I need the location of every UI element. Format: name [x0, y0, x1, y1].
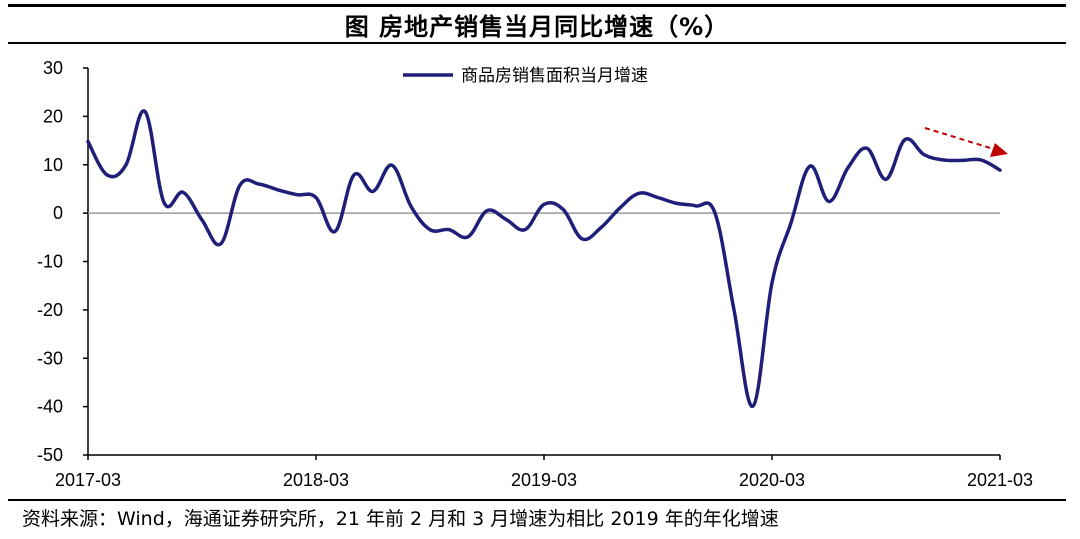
y-tick-label: 30 [43, 58, 63, 78]
x-axis: 2017-03 2018-03 2019-03 2020-03 2021-03 [55, 454, 1033, 490]
chart-title: 图 房地产销售当月同比增速（%） [344, 13, 730, 41]
series-line [86, 109, 1002, 408]
legend: 商品房销售面积当月增速 [403, 66, 648, 85]
trend-arrow [924, 127, 1008, 157]
y-tick-label: 0 [53, 203, 63, 223]
x-tick-label: 2018-03 [283, 470, 349, 490]
x-tick-label: 2020-03 [739, 470, 805, 490]
y-axis: 30 20 10 0 -10 -20 -30 -40 -50 [37, 58, 89, 465]
chart-title-bar: 图 房地产销售当月同比增速（%） [8, 4, 1066, 44]
y-tick-label: -10 [37, 252, 63, 272]
y-tick-label: 20 [43, 106, 63, 126]
trend-arrow-shaft [924, 127, 998, 151]
trend-arrow-head [990, 143, 1008, 157]
legend-label: 商品房销售面积当月增速 [461, 66, 648, 85]
x-tick-label: 2017-03 [55, 470, 121, 490]
x-tick-label: 2019-03 [511, 470, 577, 490]
y-tick-label: -20 [37, 300, 63, 320]
y-tick-label: 10 [43, 155, 63, 175]
y-tick-label: -30 [37, 348, 63, 368]
y-tick-label: -50 [37, 445, 63, 465]
source-divider [8, 499, 1066, 501]
y-tick-label: -40 [37, 397, 63, 417]
x-tick-label: 2021-03 [967, 470, 1033, 490]
source-note: 资料来源：Wind，海通证券研究所，21 年前 2 月和 3 月增速为相比 20… [22, 508, 779, 530]
